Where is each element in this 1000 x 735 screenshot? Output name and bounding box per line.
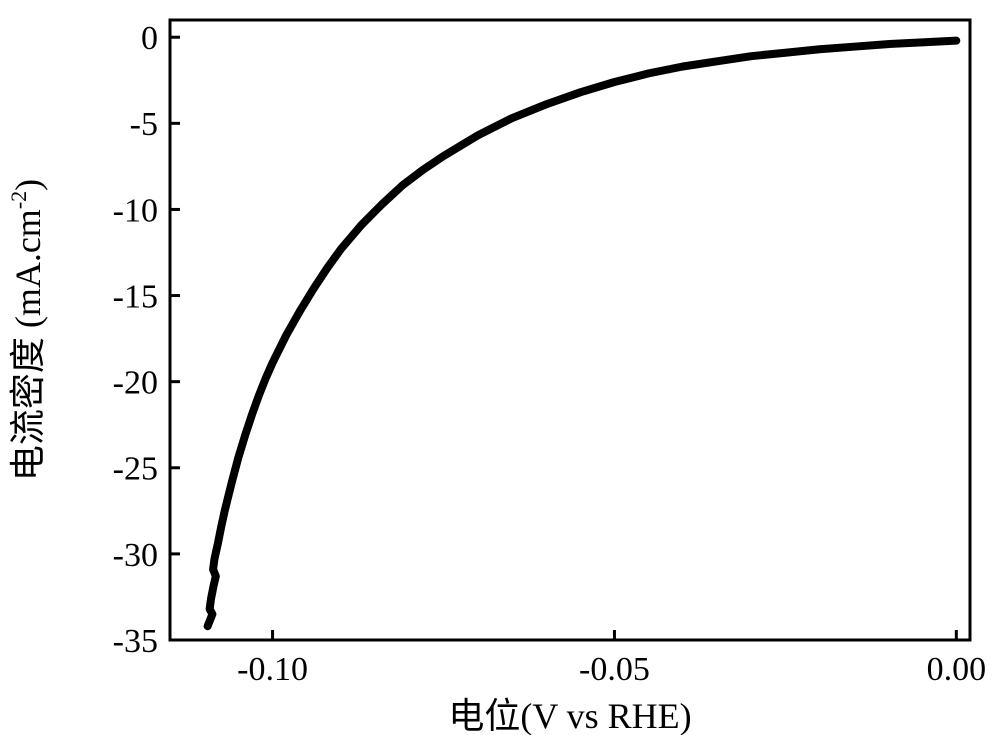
polarization-chart: -0.10 -0.05 0.00 0 -5 -10 -15 -20 -25 -30 -35 电位(V … [0, 0, 1000, 735]
x-tick-label: -0.10 [237, 651, 308, 688]
y-tick-label: -10 [113, 192, 158, 229]
y-tick-label: -30 [113, 537, 158, 574]
y-tick-label: -5 [130, 106, 158, 143]
x-tick-label: 0.00 [927, 651, 987, 688]
y-tick-label: -20 [113, 365, 158, 402]
x-tick-label: -0.05 [579, 651, 650, 688]
y-tick-label: 0 [141, 20, 158, 57]
chart-container: -0.10 -0.05 0.00 0 -5 -10 -15 -20 -25 -30 -35 电位(V … [0, 0, 1000, 735]
y-tick-label: -25 [113, 451, 158, 488]
y-tick-label: -15 [113, 278, 158, 315]
y-axis-label: 电流密度 (mA.cm-2) [6, 179, 48, 481]
x-axis-label: 电位(V vs RHE) [448, 696, 691, 735]
y-tick-label: -35 [113, 623, 158, 660]
